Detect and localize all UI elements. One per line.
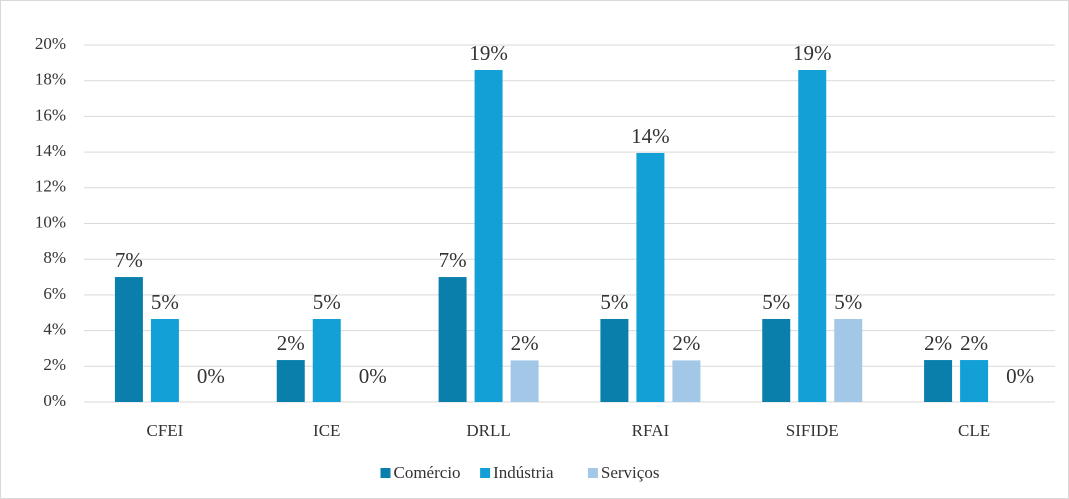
data-label: 14% (631, 124, 670, 148)
y-tick-label: 18% (35, 70, 66, 89)
bar (312, 318, 341, 402)
legend-swatch (587, 468, 598, 478)
bar (924, 360, 953, 402)
y-tick-label: 6% (43, 284, 66, 303)
x-tick-label: RFAI (632, 421, 670, 440)
data-label: 5% (762, 290, 790, 314)
data-label: 2% (924, 331, 952, 355)
bar (438, 277, 467, 402)
data-label: 2% (277, 331, 305, 355)
legend-swatch (480, 468, 491, 478)
bar (672, 360, 701, 402)
y-tick-label: 16% (35, 105, 66, 124)
legend-swatch (380, 468, 391, 478)
data-label: 2% (511, 331, 539, 355)
legend-label: Serviços (601, 463, 660, 482)
bar (474, 69, 503, 403)
y-tick-label: 0% (43, 391, 66, 410)
data-label: 5% (151, 290, 179, 314)
bar (114, 277, 143, 402)
x-tick-label: ICE (313, 421, 340, 440)
x-tick-label: CFEI (146, 421, 183, 440)
bar (276, 360, 305, 402)
y-tick-label: 20% (35, 34, 66, 53)
data-label: 19% (793, 41, 832, 65)
data-label: 5% (834, 290, 862, 314)
data-label: 0% (197, 364, 225, 388)
bar (762, 318, 791, 402)
data-label: 5% (313, 290, 341, 314)
y-tick-label: 8% (43, 248, 66, 267)
bar (150, 318, 179, 402)
data-label: 0% (359, 364, 387, 388)
data-label: 2% (960, 331, 988, 355)
data-label: 7% (115, 248, 143, 272)
bar (834, 318, 863, 402)
bar (636, 152, 665, 402)
bar (510, 360, 539, 402)
x-tick-label: DRLL (466, 421, 510, 440)
data-label: 5% (600, 290, 628, 314)
data-label: 7% (439, 248, 467, 272)
data-label: 19% (469, 41, 508, 65)
data-label: 2% (672, 331, 700, 355)
legend-label: Indústria (493, 463, 554, 482)
data-label: 0% (1006, 364, 1034, 388)
y-tick-label: 4% (43, 320, 66, 339)
y-tick-label: 10% (35, 212, 66, 231)
bar (960, 360, 989, 402)
y-tick-label: 2% (43, 355, 66, 374)
bar (600, 318, 629, 402)
bar (798, 69, 827, 403)
x-tick-label: CLE (958, 421, 990, 440)
legend-label: Comércio (394, 463, 461, 482)
y-tick-label: 14% (35, 141, 66, 160)
y-tick-label: 12% (35, 177, 66, 196)
x-tick-label: SIFIDE (786, 421, 839, 440)
